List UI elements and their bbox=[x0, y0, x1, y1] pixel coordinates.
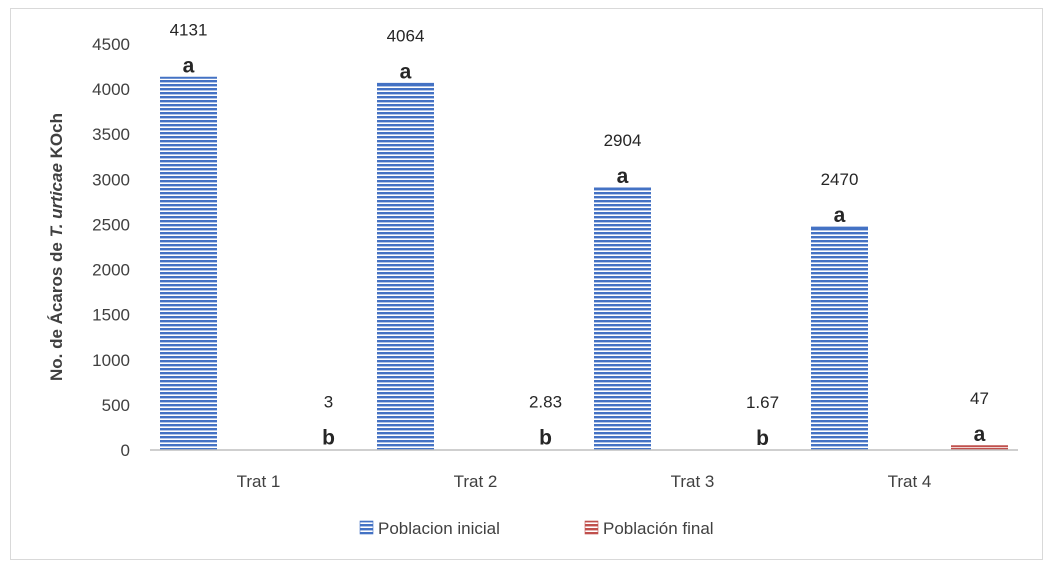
y-tick-label: 500 bbox=[102, 396, 130, 415]
data-label: 2904 bbox=[604, 131, 642, 150]
data-label: 3 bbox=[324, 393, 333, 412]
legend-label: Población final bbox=[603, 519, 714, 538]
y-tick-label: 4500 bbox=[92, 35, 130, 54]
y-axis: 0 500 1000 1500 2000 2500 3000 3500 4000 4500 bbox=[92, 35, 130, 460]
significance-letter: b bbox=[756, 427, 769, 450]
significance-letter: a bbox=[617, 165, 629, 188]
x-axis: Trat 1 Trat 2 Trat 3 Trat 4 bbox=[237, 472, 932, 491]
legend: Poblacion inicial Población final bbox=[359, 519, 714, 538]
significance-letter: a bbox=[834, 204, 846, 227]
y-tick-label: 1500 bbox=[92, 306, 130, 325]
y-tick-label: 3000 bbox=[92, 170, 130, 189]
legend-label: Poblacion inicial bbox=[378, 519, 500, 538]
y-tick-label: 2000 bbox=[92, 261, 130, 280]
x-tick-label: Trat 4 bbox=[888, 472, 932, 491]
significance-letter: b bbox=[322, 427, 335, 450]
data-label: 4064 bbox=[387, 26, 425, 45]
data-label: 4131 bbox=[170, 20, 208, 39]
significance-letter: a bbox=[974, 423, 986, 446]
significance-letter: a bbox=[183, 54, 195, 77]
y-tick-label: 4000 bbox=[92, 80, 130, 99]
y-axis-label: No. de Ácaros de T. urticae KOch bbox=[47, 113, 66, 381]
bar-poblacion-inicial-1 bbox=[160, 77, 217, 451]
bars: 4131 a 3 b 4064 a 2.83 b 2904 a 1.67 b 2470 a 47 a bbox=[160, 20, 1008, 451]
y-tick-label: 3500 bbox=[92, 125, 130, 144]
bar-poblacion-final-4 bbox=[951, 445, 1008, 450]
data-label: 2470 bbox=[821, 170, 859, 189]
x-tick-label: Trat 1 bbox=[237, 472, 281, 491]
y-axis-title: No. de Ácaros de T. urticae KOch bbox=[47, 113, 66, 381]
significance-letter: b bbox=[539, 427, 552, 450]
bar-poblacion-inicial-4 bbox=[811, 227, 868, 450]
data-label: 1.67 bbox=[746, 393, 779, 412]
legend-swatch-poblacion-inicial bbox=[359, 520, 374, 535]
y-tick-label: 1000 bbox=[92, 351, 130, 370]
data-label: 2.83 bbox=[529, 393, 562, 412]
bar-poblacion-inicial-2 bbox=[377, 83, 434, 451]
y-tick-label: 2500 bbox=[92, 215, 130, 234]
data-label: 47 bbox=[970, 389, 989, 408]
bar-poblacion-inicial-3 bbox=[594, 187, 651, 450]
x-tick-label: Trat 2 bbox=[454, 472, 498, 491]
x-tick-label: Trat 3 bbox=[671, 472, 715, 491]
significance-letter: a bbox=[400, 60, 412, 83]
y-tick-label: 0 bbox=[121, 441, 130, 460]
legend-swatch-poblacion-final bbox=[584, 520, 599, 535]
